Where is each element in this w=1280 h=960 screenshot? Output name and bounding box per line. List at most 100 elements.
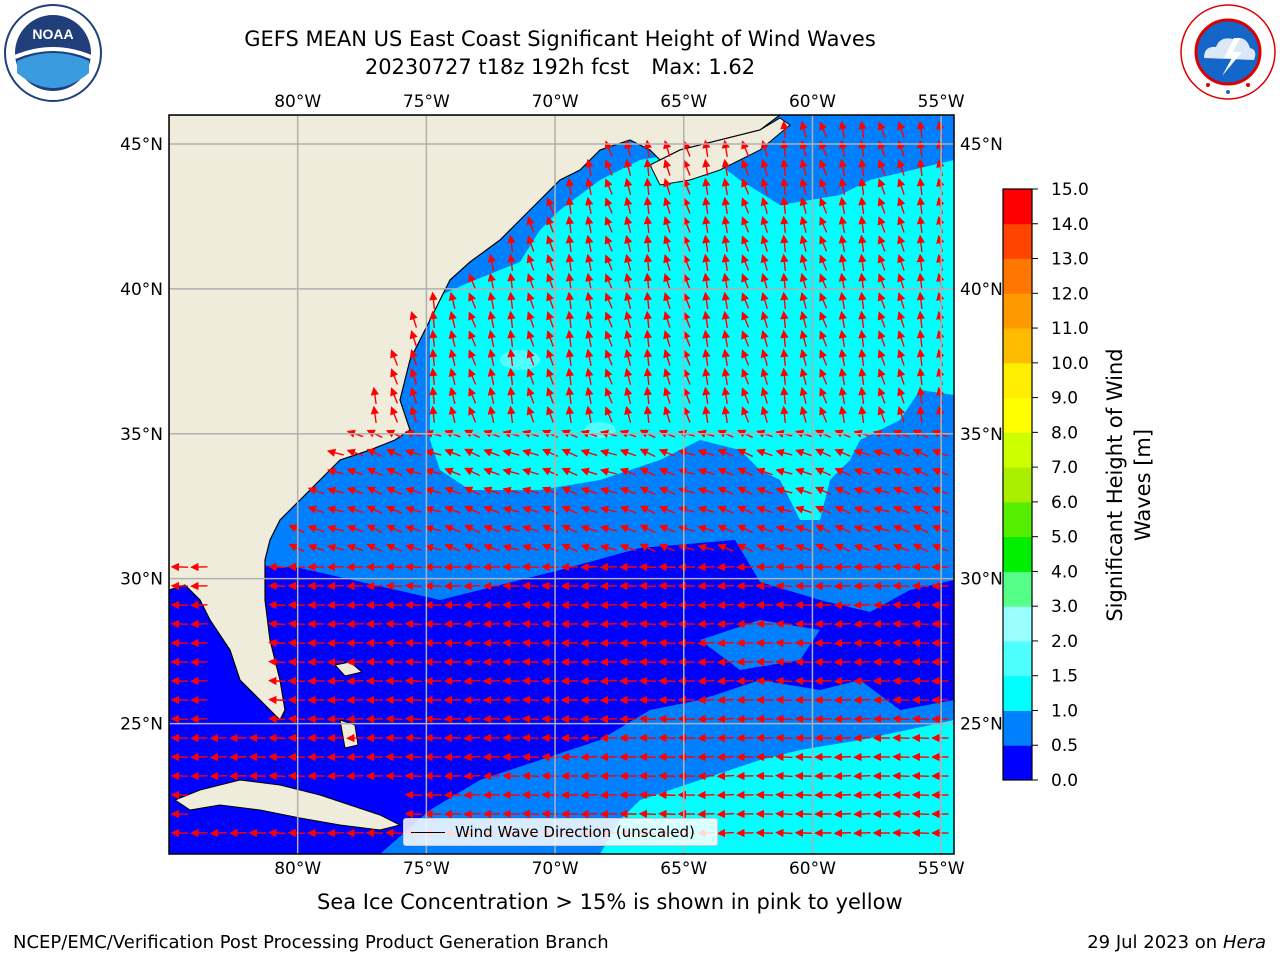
wave-direction-arrow — [561, 543, 578, 552]
wave-direction-arrow — [717, 448, 734, 457]
colorbar-frame — [1002, 188, 1033, 781]
wave-direction-arrow — [897, 159, 906, 176]
wave-direction-arrow — [521, 581, 540, 591]
wave-direction-arrow — [658, 600, 676, 610]
wave-direction-arrow — [716, 619, 735, 629]
wave-direction-arrow — [580, 676, 598, 686]
generation-date: 29 Jul 2023 on Hera — [1087, 932, 1266, 953]
wave-direction-arrow — [268, 828, 286, 838]
wave-direction-arrow — [526, 330, 535, 347]
wave-direction-arrow — [444, 505, 461, 514]
wave-direction-arrow — [404, 771, 423, 781]
wave-direction-arrow — [897, 311, 906, 328]
wave-direction-arrow — [429, 310, 438, 329]
wave-direction-arrow — [268, 676, 286, 686]
wave-direction-arrow — [833, 695, 852, 705]
wave-direction-arrow — [838, 196, 847, 214]
wave-direction-arrow — [682, 406, 691, 423]
wave-direction-arrow — [819, 273, 828, 290]
wave-direction-arrow — [326, 676, 345, 686]
wave-direction-arrow — [663, 330, 672, 347]
wave-direction-arrow — [526, 311, 535, 328]
wave-direction-arrow — [737, 543, 754, 553]
wave-direction-arrow — [663, 349, 672, 366]
wave-direction-arrow — [526, 406, 535, 423]
wave-direction-arrow — [911, 562, 930, 572]
wave-direction-arrow — [409, 387, 418, 404]
wave-direction-arrow — [834, 505, 851, 514]
wave-direction-arrow — [585, 196, 594, 214]
wave-direction-arrow — [521, 695, 540, 705]
wave-direction-arrow — [639, 486, 656, 496]
wave-direction-arrow — [404, 638, 423, 648]
wave-direction-arrow — [464, 486, 481, 496]
wave-direction-arrow — [877, 387, 886, 404]
wave-direction-arrow — [546, 197, 555, 214]
wave-direction-arrow — [599, 486, 617, 495]
wave-direction-arrow — [702, 405, 711, 424]
wave-direction-arrow — [522, 448, 539, 457]
colorbar: 0.0 0.5 1.0 1.5 2.0 3.0 4.0 5.0 6.0 7.0 8.0 9.0 10.0… — [1002, 180, 1089, 791]
wave-direction-arrow — [775, 581, 793, 591]
wave-direction-arrow — [346, 638, 364, 648]
wave-direction-arrow — [897, 121, 906, 138]
wave-direction-arrow — [385, 448, 403, 457]
wave-direction-arrow — [585, 158, 594, 176]
wave-direction-arrow — [833, 828, 852, 838]
axis-tick-labels: 80°W 80°W 75°W 75°W 70°W 70°W 65°W 65°W 60°W 60°W… — [120, 92, 1003, 879]
wave-direction-arrow — [721, 291, 730, 310]
wave-direction-arrow — [580, 695, 598, 705]
wave-direction-arrow — [658, 695, 676, 705]
lon-tick-label: 80°W — [274, 92, 321, 112]
wave-direction-arrow — [697, 695, 715, 705]
wave-direction-arrow — [561, 486, 578, 495]
wave-direction-arrow — [522, 505, 539, 514]
wave-direction-arrow — [643, 177, 653, 196]
colorbar-swatch — [1003, 397, 1032, 433]
wave-direction-arrow — [448, 367, 457, 385]
wave-direction-arrow — [385, 752, 403, 762]
wave-direction-arrow — [658, 505, 676, 514]
wave-direction-arrow — [697, 543, 715, 552]
wave-direction-arrow — [819, 254, 828, 271]
wave-direction-arrow — [877, 368, 886, 385]
wave-direction-arrow — [663, 406, 672, 423]
wave-direction-arrow — [385, 733, 403, 743]
wave-direction-arrow — [521, 676, 540, 686]
wave-direction-arrow — [366, 467, 383, 477]
wave-direction-arrow — [682, 254, 691, 271]
colorbar-tick-label: 4.0 — [1051, 562, 1078, 582]
wave-direction-arrow — [643, 215, 653, 234]
wave-direction-arrow — [838, 120, 847, 138]
wave-direction-arrow — [429, 367, 438, 386]
wave-direction-arrow — [892, 467, 910, 476]
lat-tick-label: 45°N — [960, 135, 1003, 155]
wave-direction-arrow — [580, 752, 598, 762]
wave-direction-arrow — [580, 790, 598, 800]
wave-direction-arrow — [897, 330, 906, 347]
wave-direction-arrow — [741, 216, 750, 233]
wave-direction-arrow — [872, 543, 890, 552]
wave-direction-arrow — [911, 809, 930, 819]
wave-direction-arrow — [853, 828, 871, 838]
wave-direction-arrow — [814, 467, 832, 477]
wave-direction-arrow — [385, 600, 403, 610]
wave-direction-arrow — [487, 348, 496, 366]
wave-direction-arrow — [404, 486, 422, 495]
wave-direction-arrow — [546, 254, 555, 271]
wave-direction-arrow — [385, 505, 403, 514]
lat-tick-label: 25°N — [120, 715, 163, 735]
wave-direction-arrow — [741, 178, 750, 195]
wave-direction-arrow — [658, 676, 676, 686]
wave-direction-arrow — [697, 809, 715, 819]
wave-direction-arrow — [775, 562, 793, 572]
wave-direction-arrow — [892, 638, 910, 648]
wave-direction-arrow — [833, 600, 852, 610]
wave-direction-arrow — [585, 272, 594, 290]
wave-direction-arrow — [833, 562, 852, 572]
wave-direction-arrow — [658, 714, 676, 724]
wave-direction-arrow — [682, 235, 691, 252]
wave-direction-arrow — [521, 714, 540, 724]
wave-direction-arrow — [521, 638, 540, 648]
